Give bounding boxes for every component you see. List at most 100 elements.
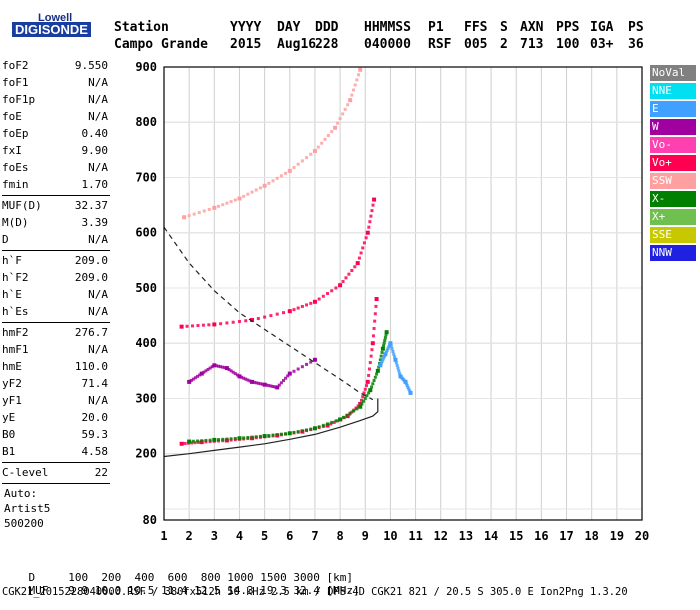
param-row-3-0: h`F 209.0 — [2, 252, 108, 269]
trace-fill-point — [219, 365, 223, 369]
trace-point — [312, 148, 317, 153]
trace-fill-point — [372, 379, 376, 383]
trace-fill-point — [390, 347, 394, 351]
trace-point — [287, 309, 292, 314]
x-tick-label: 18 — [584, 529, 598, 543]
trace-fill-point — [277, 383, 281, 387]
param-value: 59.3 — [81, 428, 109, 441]
trace-fill-point — [267, 181, 271, 185]
header-value-10: 03+ — [590, 37, 614, 52]
trace-point — [348, 98, 353, 103]
trace-fill-point — [227, 367, 231, 371]
trace-fill-point — [355, 78, 359, 82]
trace-fill-point — [273, 385, 277, 389]
param-name: yF2 — [2, 377, 22, 390]
param-value: N/A — [88, 288, 108, 301]
trace-fill-point — [221, 203, 225, 207]
footer-d-values: 100 200 400 600 800 1000 1500 3000 [km] — [68, 571, 354, 584]
header-value-6: 005 — [464, 37, 488, 52]
trace-fill-point — [292, 430, 296, 434]
x-tick-label: 3 — [211, 529, 218, 543]
param-name: h`F2 — [2, 271, 29, 284]
header-value-8: 713 — [520, 37, 544, 52]
header-value-2: Aug16 — [277, 37, 317, 52]
trace-point — [212, 322, 217, 327]
chart-grid — [163, 66, 643, 521]
legend-item-x-: X- — [650, 191, 696, 207]
trace-fill-point — [321, 423, 325, 427]
trace-fill-point — [192, 212, 196, 216]
trace-fill-point — [361, 246, 365, 250]
trace-o-trace-f2-2nd-hop — [179, 197, 377, 329]
trace-fill-point — [204, 438, 208, 442]
trace-fill-point — [189, 379, 193, 383]
trace-point — [375, 368, 380, 373]
legend-item-vo-: Vo- — [650, 137, 696, 153]
trace-fill-point — [359, 251, 363, 255]
trace-point — [212, 437, 217, 442]
y-tick-label: 300 — [135, 391, 157, 405]
trace-fill-point — [362, 241, 366, 245]
trace-fill-point — [235, 373, 239, 377]
param-value: 9.90 — [81, 144, 109, 157]
trace-fill-point — [296, 162, 300, 166]
trace-fill-point — [225, 321, 229, 325]
header-label-7: S — [500, 20, 508, 35]
trace-fill-point — [407, 387, 411, 391]
trace-fill-point — [341, 112, 345, 116]
param-value: N/A — [88, 305, 108, 318]
param-row-4-7: B1 4.58 — [2, 443, 108, 460]
trace-point — [237, 436, 242, 441]
param-name: B0 — [2, 428, 16, 441]
header-value-7: 2 — [500, 37, 508, 52]
trace-fill-point — [309, 301, 313, 305]
trace-fill-point — [231, 370, 235, 374]
trace-point — [365, 230, 370, 235]
trace-fill-point — [309, 360, 313, 364]
param-row-4-1: hmF1 N/A — [2, 341, 108, 358]
trace-fill-point — [363, 387, 367, 391]
trace-fill-point — [252, 380, 256, 384]
trace-fill-point — [373, 319, 377, 323]
trace-fill-point — [398, 372, 402, 376]
trace-fill-point — [371, 382, 375, 386]
trace-fill-point — [254, 435, 258, 439]
x-tick-label: 12 — [434, 529, 448, 543]
trace-fill-point — [369, 354, 373, 358]
trace-fill-point — [385, 349, 389, 353]
true-height-profile-curve — [163, 398, 379, 458]
trace-fill-point — [242, 194, 246, 198]
trace-fill-point — [256, 317, 260, 321]
trace-point — [275, 385, 280, 390]
trace-fill-point — [383, 354, 387, 358]
trace-fill-point — [292, 369, 296, 373]
trace-fill-point — [225, 437, 229, 441]
trace-fill-point — [300, 429, 304, 433]
param-row-3-1: h`F2 209.0 — [2, 269, 108, 286]
trace-fill-point — [284, 432, 288, 436]
legend-item-ssw: SSW — [650, 173, 696, 189]
y-tick-label: 800 — [135, 115, 157, 129]
panel-divider — [2, 322, 110, 323]
trace-point — [358, 404, 363, 409]
trace-fill-point — [321, 294, 325, 298]
trace-fill-point — [292, 166, 296, 170]
trace-fill-point — [346, 103, 350, 107]
param-row-4-4: yF1 N/A — [2, 392, 108, 409]
header-value-0: Campo Grande — [114, 37, 208, 52]
trace-fill-point — [305, 303, 309, 307]
trace-fill-point — [275, 312, 279, 316]
trace-fill-point — [197, 211, 201, 215]
trace-fill-point — [254, 188, 258, 192]
param-row-1-2: foF1p N/A — [2, 91, 108, 108]
trace-fill-point — [365, 394, 369, 398]
x-tick-label: 16 — [534, 529, 548, 543]
trace-point — [250, 379, 255, 384]
header-label-8: AXN — [520, 20, 544, 35]
trace-fill-point — [334, 286, 338, 290]
trace-fill-point — [258, 186, 262, 190]
trace-fill-point — [231, 320, 235, 324]
panel-divider — [2, 483, 110, 484]
param-row-2-2: D N/A — [2, 231, 108, 248]
x-tick-label: 9 — [362, 529, 369, 543]
